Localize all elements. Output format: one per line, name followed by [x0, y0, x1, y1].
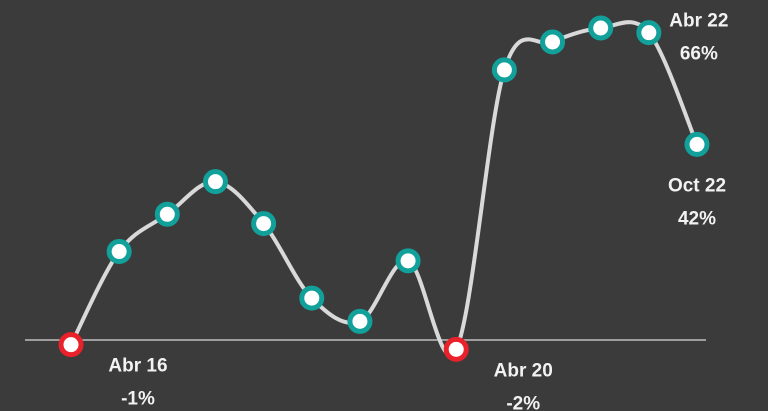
marker [299, 285, 325, 311]
category-label: Abr 20 [494, 360, 553, 381]
marker [443, 336, 469, 362]
marker [636, 20, 662, 46]
category-label: Oct 22 [668, 175, 726, 196]
value-label: 66% [680, 44, 718, 65]
marker [395, 248, 421, 274]
marker [154, 201, 180, 227]
marker [588, 15, 614, 41]
marker [58, 332, 84, 358]
marker [251, 211, 277, 237]
marker [106, 239, 132, 265]
marker [684, 131, 710, 157]
marker [491, 57, 517, 83]
value-label: -1% [121, 389, 155, 410]
value-label: 42% [678, 208, 716, 229]
marker [540, 29, 566, 55]
category-label: Abr 16 [108, 356, 167, 377]
marker [347, 308, 373, 334]
value-label: -2% [506, 393, 540, 411]
category-label: Abr 22 [669, 11, 728, 32]
marker [202, 169, 228, 195]
